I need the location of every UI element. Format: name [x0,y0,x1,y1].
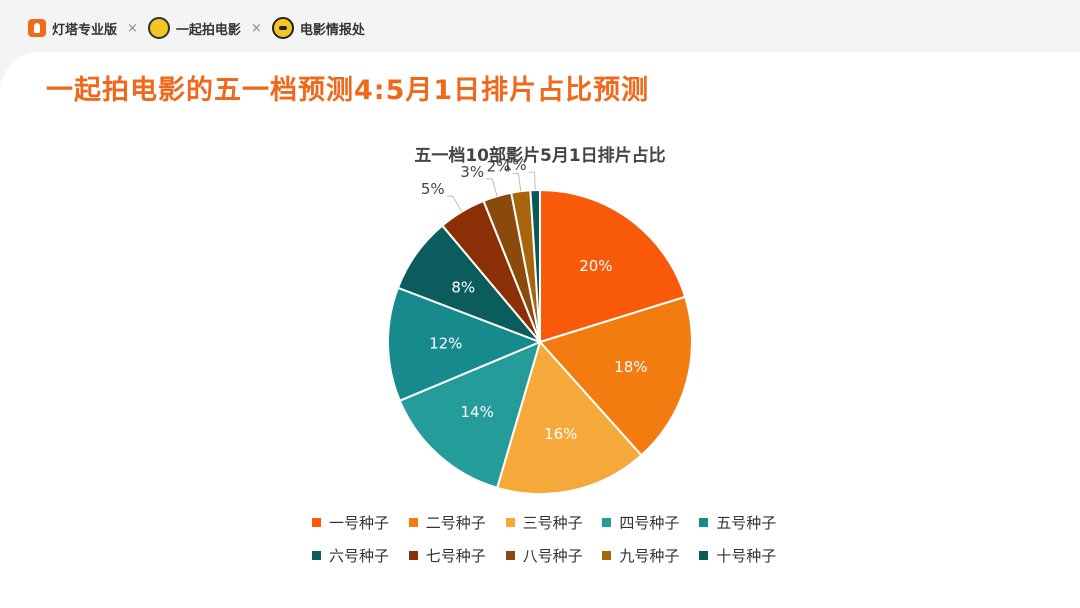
legend-item-7: 七号种子 [408,545,492,566]
pie-slice-10 [529,188,541,343]
legend-swatch-1 [312,518,321,527]
legend-label-2: 二号种子 [425,514,486,532]
chart-legend: 一号种子 二号种子 三号种子 四号种子 五号种子六号种子 七号种子 八号种子 九号种子 十号种子 [312,512,782,566]
legend-item-4: 四号种子 [602,512,685,533]
brand-yiqipai: 一起拍电影 [147,17,241,39]
legend-swatch-3 [505,518,515,527]
data-label-2: 18% [614,358,647,376]
chart-title: 五一档10部影片5月1日排片占比 [414,146,666,166]
legend-swatch-10 [699,551,709,560]
data-label-1: 20% [579,257,612,275]
brand-dengta: 灯塔专业版 [28,19,117,38]
legend-item-1: 一号种子 [312,512,395,533]
yiqipai-logo-icon [147,17,170,39]
brand-qingbaochu-label: 电影情报处 [299,22,365,38]
legend-label-9: 九号种子 [619,547,680,565]
top-bar: 灯塔专业版 × 一起拍电影 × 电影情报处 [0,0,1080,56]
brand-separator-1: × [127,20,138,36]
data-label-4: 14% [460,403,493,421]
legend-label-3: 三号种子 [522,514,583,532]
legend-item-2: 二号种子 [408,512,492,533]
pie-slice-2 [538,295,693,457]
pie-slice-3 [495,339,643,495]
legend-label-8: 八号种子 [522,547,583,565]
data-label-9: 2% [487,157,511,175]
data-label-8: 3% [460,163,484,181]
legend-swatch-5 [699,518,709,527]
legend-swatch-8 [505,551,515,560]
legend-swatch-7 [408,551,418,560]
brand-dengta-label: 灯塔专业版 [52,22,118,38]
legend-label-6: 六号种子 [329,547,390,565]
pie-slice-4 [398,340,542,490]
legend-label-1: 一号种子 [329,514,390,532]
data-label-6: 8% [451,278,475,296]
legend-label-5: 五号种子 [716,514,777,532]
page-title: 一起拍电影的五一档预测4:5月1日排片占比预测 [46,75,650,106]
data-label-3: 16% [544,425,577,443]
brand-row: 灯塔专业版 × 一起拍电影 × 电影情报处 [28,17,365,39]
legend-swatch-4 [602,518,612,527]
data-label-5: 12% [429,334,462,352]
legend-label-10: 十号种子 [716,547,777,565]
pie-slice-5 [387,286,543,403]
data-label-10: 1% [503,156,527,174]
legend-swatch-9 [602,551,612,560]
pie-slice-1 [539,188,687,344]
data-label-7: 5% [421,180,445,198]
legend-item-8: 八号种子 [505,545,589,566]
lighthouse-logo-icon [28,19,46,37]
legend-label-7: 七号种子 [425,547,486,565]
legend-item-5: 五号种子 [699,512,782,533]
legend-swatch-2 [408,518,418,527]
brand-separator-2: × [250,20,262,36]
legend-item-6: 六号种子 [312,545,395,566]
legend-item-9: 九号种子 [602,545,685,566]
leader-line-10 [528,171,536,191]
leader-line-7 [446,195,463,212]
leader-line-9 [512,172,522,192]
brand-qingbaochu: 电影情报处 [271,17,365,39]
legend-item-3: 三号种子 [505,512,589,533]
dianying-qingbaochu-logo-icon [271,17,294,39]
legend-swatch-6 [312,551,321,560]
legend-item-10: 十号种子 [699,545,782,566]
leader-line-8 [486,178,498,197]
legend-label-4: 四号种子 [619,514,680,532]
brand-yiqipai-label: 一起拍电影 [175,22,241,38]
